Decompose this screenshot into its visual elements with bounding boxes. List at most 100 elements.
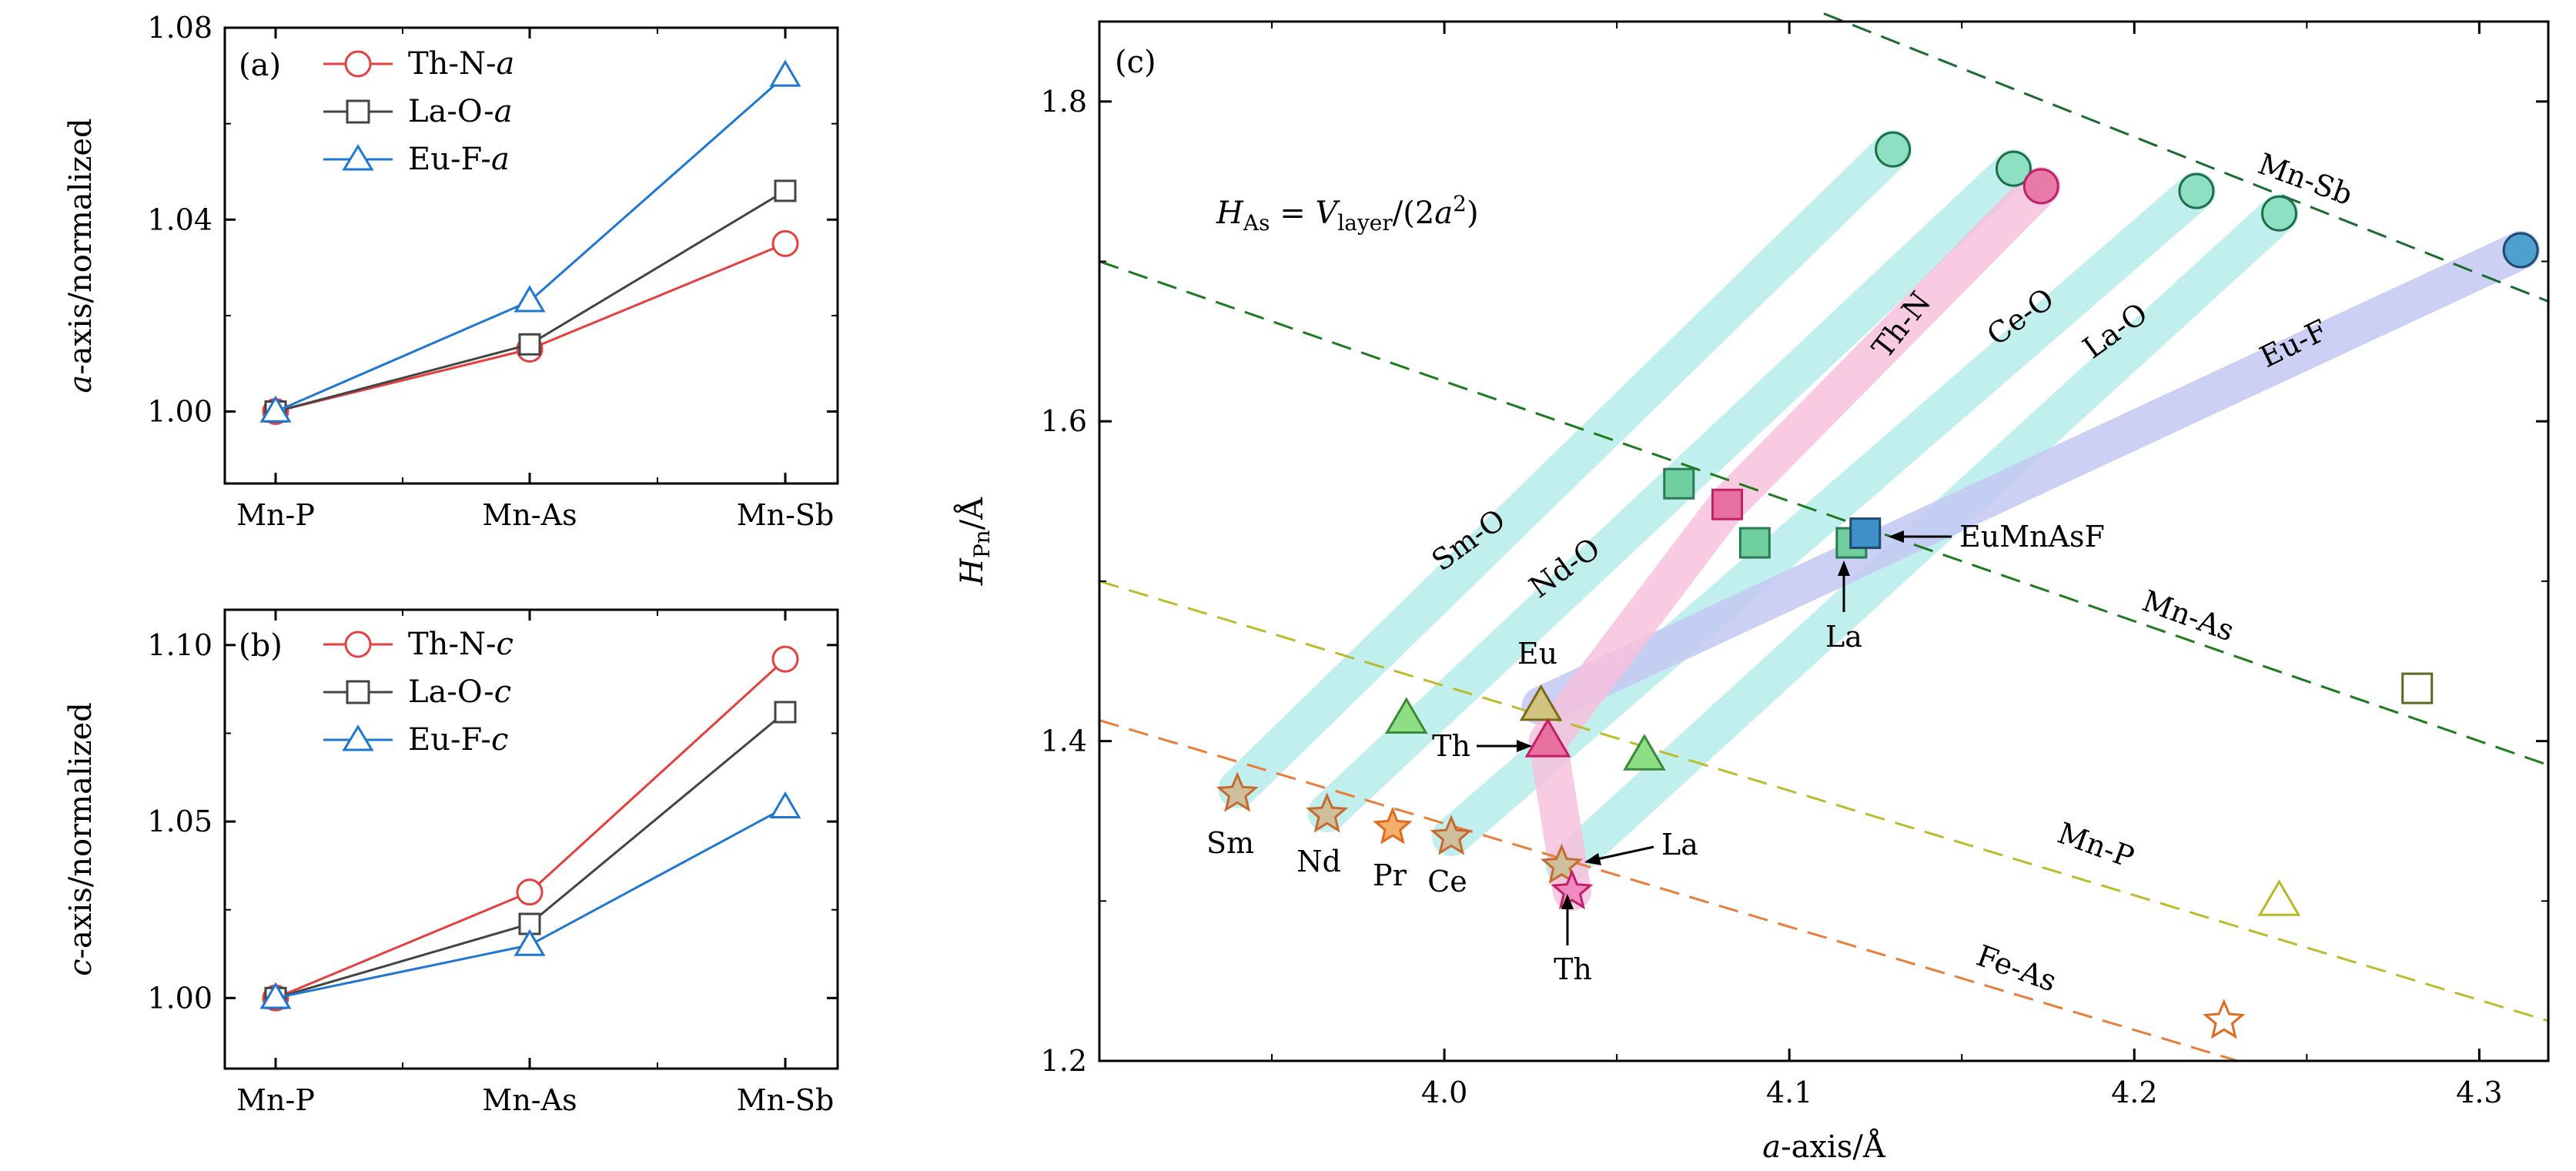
point-circle-o-type bbox=[1875, 131, 1912, 168]
panel-b-tag: (b) bbox=[239, 628, 283, 664]
arrowhead-la-top bbox=[1838, 560, 1850, 576]
annotation-nd: Nd bbox=[1296, 845, 1341, 878]
panel-b-frame bbox=[223, 608, 839, 1070]
point-circle-thn bbox=[2022, 168, 2059, 205]
point-star-o-type bbox=[1430, 815, 1473, 855]
point-triangle-thn bbox=[1524, 718, 1571, 758]
refline-label-feas: Fe-As bbox=[1972, 938, 2061, 999]
annotation-la-top: La bbox=[1825, 620, 1862, 654]
panel-b-point bbox=[516, 878, 544, 906]
refline-label-mnp: Mn-P bbox=[2053, 816, 2139, 875]
refline-mn-sb bbox=[1823, 12, 2549, 303]
legend-b-marker-lao bbox=[346, 680, 370, 704]
point-star-pr bbox=[1373, 806, 1413, 845]
point-square-o-type bbox=[1738, 527, 1771, 559]
panel-a-ytick-label: 1.00 bbox=[147, 395, 212, 429]
panel-a-ylabel-var: a bbox=[63, 375, 99, 393]
point-circle-o-type bbox=[2178, 172, 2215, 209]
annotation-eu: Eu bbox=[1517, 637, 1557, 671]
point-square-open bbox=[2401, 672, 2434, 704]
panel-a-legend: Th-N-a La-O-a Eu-F-a bbox=[323, 46, 514, 177]
refline-mn-as bbox=[1099, 260, 2549, 767]
panel-c-xlabel: a-axis/Å bbox=[1762, 1129, 1886, 1165]
refline-mn-p bbox=[1099, 580, 2549, 1022]
panel-a-ytick-label: 1.04 bbox=[147, 202, 212, 236]
panel-a-ylabel-text: -axis/normalized bbox=[63, 118, 99, 374]
point-circle-o-type bbox=[1995, 150, 2032, 187]
panel-b-point bbox=[774, 701, 797, 724]
panel-b-ylabel: c-axis/normalized bbox=[63, 702, 99, 976]
point-square-thn bbox=[1711, 488, 1744, 520]
panel-c-tag: (c) bbox=[1115, 45, 1156, 80]
panel-b-xtick-label: Mn-P bbox=[236, 1083, 315, 1117]
point-star-o-type bbox=[1306, 792, 1349, 833]
refline-fe-as bbox=[1099, 719, 2239, 1062]
annotation-pr: Pr bbox=[1373, 858, 1407, 892]
panel-a-xtick-label: Mn-P bbox=[236, 498, 315, 532]
legend-a-marker-euf bbox=[342, 144, 374, 171]
arrowhead-th-top bbox=[1517, 740, 1532, 752]
panel-c-frame bbox=[1098, 20, 2550, 1062]
band-sm-o bbox=[1218, 130, 1912, 808]
point-square-o-type bbox=[1663, 467, 1695, 500]
point-star-thn bbox=[1551, 868, 1594, 910]
point-triangle-euf bbox=[1519, 684, 1563, 721]
panel-a-xtick-label: Mn-As bbox=[482, 498, 577, 532]
annotation-th-bottom: Th bbox=[1554, 952, 1592, 986]
panel-b-ylabel-text: -axis/normalized bbox=[63, 702, 99, 959]
annotation-sm: Sm bbox=[1206, 826, 1254, 860]
panel-a-xtick-label: Mn-Sb bbox=[737, 498, 835, 532]
point-star-open bbox=[2203, 999, 2246, 1039]
panel-c-xtick-label: 4.3 bbox=[2456, 1076, 2502, 1109]
annotation-ce: Ce bbox=[1427, 865, 1467, 898]
point-star-o-type bbox=[1216, 771, 1259, 812]
panel-a-point bbox=[518, 333, 541, 356]
legend-a-marker-lao bbox=[346, 99, 370, 124]
panel-a-ylabel: a-axis/normalized bbox=[63, 118, 99, 393]
annotation-th-top: Th bbox=[1432, 729, 1470, 763]
panel-b-point bbox=[259, 982, 292, 1009]
legend-b-marker-euf bbox=[342, 724, 374, 751]
panel-c-ylabel: HPn/Å bbox=[954, 497, 995, 586]
refline-label-mnas: Mn-As bbox=[2138, 584, 2239, 647]
panel-a-point bbox=[769, 59, 801, 87]
panel-b-legend: Th-N-c La-O-c Eu-F-c bbox=[323, 627, 514, 758]
generated-marks: Mn-P Mn-As Mn-Sb 1.00 1.04 1.08 Mn-P Mn-As Mn-Sb… bbox=[147, 11, 2548, 1117]
panel-a-ytick-label: 1.08 bbox=[147, 11, 212, 45]
arrow-la-bottom bbox=[1593, 845, 1654, 862]
panel-c-ytick-label: 1.2 bbox=[1041, 1044, 1087, 1078]
panel-c-xtick-label: 4.0 bbox=[1421, 1076, 1467, 1109]
legend-a-label-thn: Th-N-a bbox=[408, 46, 514, 82]
arrowhead-la-bottom bbox=[1584, 853, 1601, 865]
arrowhead-eumnasf bbox=[1889, 530, 1904, 543]
point-triangle-open bbox=[2257, 879, 2301, 916]
panel-c-xtick-label: 4.2 bbox=[2111, 1076, 2157, 1109]
point-circle-o-type bbox=[2260, 195, 2297, 232]
panel-c-formula: HAs = Vlayer/(2a2) bbox=[1216, 191, 1479, 236]
panel-b-point bbox=[771, 645, 799, 673]
legend-b-label-euf: Eu-F-c bbox=[408, 722, 508, 758]
panel-c-ytick-label: 1.4 bbox=[1041, 724, 1087, 758]
annotation-la-bottom: La bbox=[1661, 828, 1698, 862]
point-square-euf bbox=[1849, 517, 1882, 550]
panel-a-point bbox=[259, 395, 292, 423]
panel-a-point bbox=[774, 179, 797, 202]
point-circle-euf bbox=[2502, 232, 2539, 269]
panel-a-point bbox=[514, 285, 546, 313]
panel-c-ytick-label: 1.8 bbox=[1041, 85, 1087, 119]
legend-b-label-lao: La-O-c bbox=[408, 674, 511, 710]
panel-b-ytick-label: 1.00 bbox=[147, 981, 212, 1015]
annotation-eumnasf: EuMnAsF bbox=[1959, 520, 2105, 554]
panel-a-tag: (a) bbox=[239, 48, 281, 83]
panel-c-xtick-label: 4.1 bbox=[1766, 1076, 1812, 1109]
legend-b-marker-thn bbox=[344, 631, 372, 658]
panel-b-xtick-label: Mn-As bbox=[482, 1083, 577, 1117]
band-th-n bbox=[1528, 166, 2061, 911]
panel-b-ytick-label: 1.05 bbox=[147, 805, 212, 838]
band-eu-f bbox=[1521, 231, 2541, 725]
panel-b: (b) c-axis/normalized Th-N-c La-O-c Eu-F… bbox=[63, 608, 839, 1070]
arrowhead-th-bottom bbox=[1561, 894, 1574, 909]
panel-c-reference-lines bbox=[1099, 12, 2549, 1062]
panel-a-frame bbox=[223, 26, 839, 485]
